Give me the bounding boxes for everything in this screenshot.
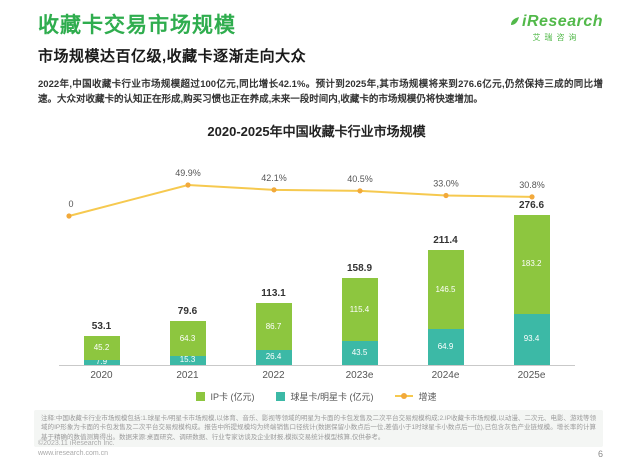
bar-segment-star-card: 15.3 (169, 355, 206, 365)
bar-segment-value: 43.5 (351, 347, 368, 357)
growth-point-marker (356, 187, 363, 194)
legend-item: 球星卡/明星卡 (亿元) (276, 390, 373, 403)
summary-paragraph: 2022年,中国收藏卡行业市场规模超过100亿元,同比增长42.1%。预计到20… (38, 79, 603, 105)
copyright-text: ©2023.11 iResearch Inc. (38, 439, 115, 447)
growth-value-label: 49.9% (175, 168, 201, 178)
bar-segment-star-card: 26.4 (255, 350, 292, 365)
x-axis-label: 2025e (517, 369, 546, 381)
footer: ©2023.11 iResearch Inc. www.iresearch.co… (38, 439, 603, 459)
legend-label: 球星卡/明星卡 (亿元) (290, 391, 374, 402)
page-subtitle: 市场规模达百亿级,收藏卡逐渐走向大众 (38, 48, 307, 66)
growth-value-label: 30.8% (519, 179, 545, 189)
bar-segment-value: 7.9 (95, 357, 108, 367)
bar-total-label: 53.1 (91, 320, 112, 332)
growth-point-marker (528, 193, 535, 200)
note-text: 注释:中国收藏卡行业市场规模包括:1.球星卡/明星卡市场规模,以体育、音乐、影视… (34, 409, 603, 447)
growth-value-label: 0 (68, 199, 73, 209)
bar-segment-star-card: 43.5 (341, 341, 378, 365)
bar-segment-ip-card: 115.4 (341, 278, 378, 341)
legend-item: 增速 (395, 390, 437, 403)
growth-point-marker (442, 192, 449, 198)
x-axis-label: 2020 (90, 369, 113, 381)
bar-segment-value: 15.3 (179, 355, 196, 365)
legend-color-swatch (196, 391, 206, 401)
chart-legend: IP卡 (亿元) 球星卡/明星卡 (亿元) 增速 (0, 390, 633, 403)
bar-segment-value: 26.4 (265, 352, 282, 362)
website-text: www.iresearch.com.cn (38, 449, 109, 457)
bar-total-label: 113.1 (261, 288, 286, 300)
bar-total-label: 211.4 (433, 234, 458, 246)
growth-point-marker (270, 186, 277, 193)
chart: 7.9 45.2 53.1 15.3 64.3 79.6 26.4 86.7 113.1 43.5… (58, 160, 575, 381)
title-block: 收藏卡交易市场规模 市场规模达百亿级,收藏卡逐渐走向大众 (38, 14, 306, 66)
header: 收藏卡交易市场规模 市场规模达百亿级,收藏卡逐渐走向大众 iResearch 艾… (0, 0, 633, 66)
legend-line-swatch (395, 393, 414, 400)
bar-segment-ip-card: 64.3 (169, 321, 206, 357)
plot-area: 7.9 45.2 53.1 15.3 64.3 79.6 26.4 86.7 113.1 43.5… (58, 160, 575, 367)
bar-segment-ip-card: 183.2 (513, 214, 550, 314)
bar-segment-value: 93.4 (523, 334, 540, 344)
bar-segment-star-card: 64.9 (427, 329, 464, 365)
bar-segment-value: 64.3 (179, 333, 196, 343)
page-title: 收藏卡交易市场规模 (38, 14, 236, 37)
x-axis-label: 2023e (345, 369, 374, 381)
bar-segment-star-card: 7.9 (83, 357, 120, 367)
legend-label: IP卡 (亿元) (210, 391, 255, 402)
legend-label: 增速 (418, 391, 437, 402)
bar-segment-ip-card: 86.7 (255, 303, 292, 351)
chart-title: 2020-2025年中国收藏卡行业市场规模 (207, 123, 426, 139)
growth-value-label: 40.5% (347, 173, 373, 183)
x-axis-labels: 2020 2021 2022 2023e 2024e 2025e (59, 370, 575, 381)
bar-segment-value: 86.7 (265, 321, 282, 331)
x-axis-label: 2022 (262, 369, 285, 381)
growth-line-chart: 0 49.9% 42.1% 40.5% 33.0% 30.8% (65, 168, 545, 219)
page-number: 6 (597, 449, 603, 459)
legend-item: IP卡 (亿元) (196, 390, 254, 403)
leaf-icon (510, 14, 520, 30)
x-axis-label: 2021 (176, 369, 199, 381)
bar-segment-value: 115.4 (349, 304, 370, 314)
growth-value-label: 33.0% (433, 178, 459, 188)
bar-segment-value: 64.9 (437, 341, 454, 351)
x-axis-label: 2024e (431, 369, 460, 381)
growth-point-marker (184, 181, 191, 188)
logo-name: iResearch (522, 13, 603, 30)
bar-segment-star-card: 93.4 (513, 313, 550, 365)
legend-color-swatch (276, 391, 286, 401)
growth-line (68, 183, 532, 217)
bar-segment-ip-card: 45.2 (83, 335, 120, 361)
bar-segment-ip-card: 146.5 (427, 249, 464, 330)
growth-value-label: 42.1% (261, 172, 287, 182)
bar-segment-value: 45.2 (93, 343, 110, 353)
iresearch-logo: iResearch 艾瑞咨询 (510, 14, 603, 42)
logo-chinese-name: 艾瑞咨询 (532, 33, 581, 42)
bar-segment-value: 146.5 (435, 284, 456, 294)
bar-segment-value: 183.2 (521, 259, 542, 269)
growth-point-marker (65, 212, 72, 219)
bar-total-label: 276.6 (518, 199, 545, 211)
bar-total-label: 158.9 (346, 263, 373, 275)
bar-total-label: 79.6 (177, 306, 198, 318)
